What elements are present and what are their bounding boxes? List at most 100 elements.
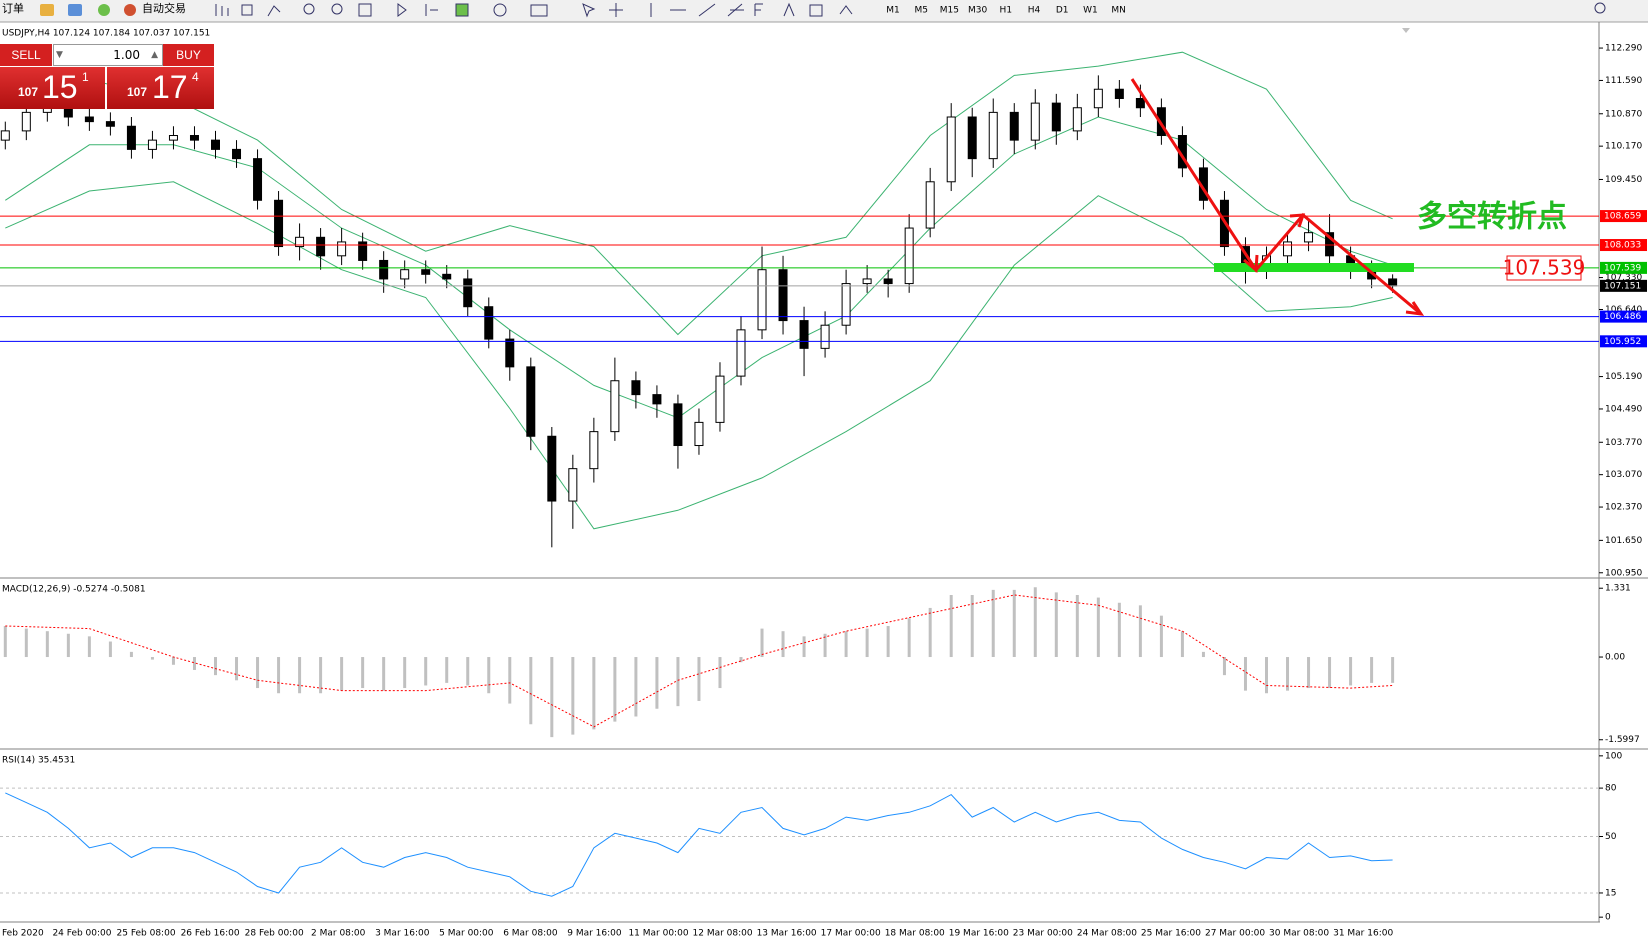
y-tick-label: 100 [1605,751,1622,761]
ask-box[interactable]: 107 17 4 [107,67,214,109]
candle-body [168,135,178,141]
icon[interactable] [455,3,469,17]
candle-body [757,269,767,331]
icon[interactable] [215,4,229,16]
lot-down[interactable]: ▼ [56,50,63,60]
icon[interactable] [124,4,136,16]
x-tick-label: 31 Mar 16:00 [1333,929,1393,939]
lot-up[interactable]: ▲ [151,50,158,60]
candle-body [274,199,284,248]
icon[interactable] [530,4,548,17]
icon[interactable] [493,3,507,17]
x-tick-label: 19 Mar 16:00 [949,929,1009,939]
icon[interactable] [98,4,110,16]
level-label: 108.033 [1604,241,1641,251]
arrowhead [1289,213,1306,228]
timeframe-button[interactable]: W1 [1083,6,1098,16]
rsi-line [5,792,1393,897]
candle-body [967,116,977,160]
icon[interactable] [839,5,853,15]
level-label-box [1600,210,1647,223]
candle-body [211,139,220,150]
level-label-box [1600,310,1647,323]
candle-body [379,259,389,280]
toolbar [0,0,1648,22]
x-tick-label: 23 Mar 00:00 [1013,929,1073,939]
timeframe-button[interactable]: H4 [1028,6,1041,16]
bid-sup: 1 [82,70,89,84]
candle-body [610,380,620,433]
candle-body [0,130,10,141]
candle-body [463,278,473,308]
candle-body [295,236,305,248]
timeframe-button[interactable]: M30 [968,6,987,16]
candle-body [1072,107,1082,132]
x-tick-label: 5 Mar 00:00 [439,929,494,939]
auto-trading-button[interactable]: 自动交易 [142,1,186,15]
icon[interactable] [582,3,596,18]
candle-body [1093,88,1103,109]
candle-body [778,269,788,322]
timeframe-button[interactable]: M1 [886,6,900,16]
icon[interactable] [241,4,253,16]
icon[interactable] [397,3,407,17]
candle-body [946,116,956,183]
timeframe-button[interactable]: MN [1111,6,1126,16]
icon[interactable] [267,5,281,17]
icon[interactable] [727,3,744,17]
x-tick-label: 18 Mar 08:00 [885,929,945,939]
icon[interactable] [698,3,716,17]
orders-button[interactable]: 订单 [2,2,24,15]
timeframe-button[interactable]: M5 [914,6,928,16]
icon[interactable] [1594,2,1606,14]
icon[interactable] [609,3,623,17]
candle-body [862,278,872,285]
lot-input[interactable]: ▼ 1.00 ▲ [53,44,163,66]
shift-marker [1402,28,1410,33]
candle-body [1051,102,1061,132]
y-tick-label: 110.170 [1605,142,1642,152]
icon[interactable] [358,3,372,17]
candle-body [21,111,31,132]
support-band [1214,263,1414,272]
y-tick-label: 80 [1605,784,1617,794]
candle-body [63,107,73,118]
sell-button[interactable]: SELL [0,44,52,66]
candle-body [126,125,136,150]
x-tick-label: 12 Mar 08:00 [693,929,753,939]
bid-box[interactable]: 107 15 1 [0,67,105,109]
icon[interactable] [754,3,763,16]
icon[interactable] [303,3,315,15]
icon[interactable] [40,4,54,16]
buy-button[interactable]: BUY [163,44,214,66]
icon[interactable] [331,3,343,15]
arrowhead [1405,301,1425,316]
candle-body [1325,232,1335,257]
level-label: 106.486 [1604,312,1641,322]
icon[interactable] [809,4,823,17]
y-tick-label: 112.290 [1605,44,1642,54]
candle-body [526,366,536,437]
candle-body [1114,88,1124,99]
ask-sup: 4 [192,70,199,84]
y-tick-label: 102.370 [1605,503,1642,513]
icon[interactable] [783,2,795,17]
y-tick-label: -1.5997 [1605,735,1640,745]
candle-body [147,139,157,150]
icon[interactable] [68,4,82,16]
annotation-text: 多空转折点 [1417,200,1567,235]
candle-body [1283,241,1293,257]
timeframe-button[interactable]: H1 [1000,6,1013,16]
candle-body [568,468,578,502]
level-label-box [1600,335,1647,348]
candle-body [358,241,368,261]
x-tick-label: 24 Feb 00:00 [52,929,111,939]
timeframe-button[interactable]: M15 [940,6,959,16]
bid-big: 107 [18,85,39,99]
candle-body [883,278,893,285]
ask-main: 17 [152,69,188,105]
icon[interactable] [425,4,438,16]
timeframe-button[interactable]: D1 [1056,6,1069,16]
x-tick-label: 13 Mar 16:00 [757,929,817,939]
